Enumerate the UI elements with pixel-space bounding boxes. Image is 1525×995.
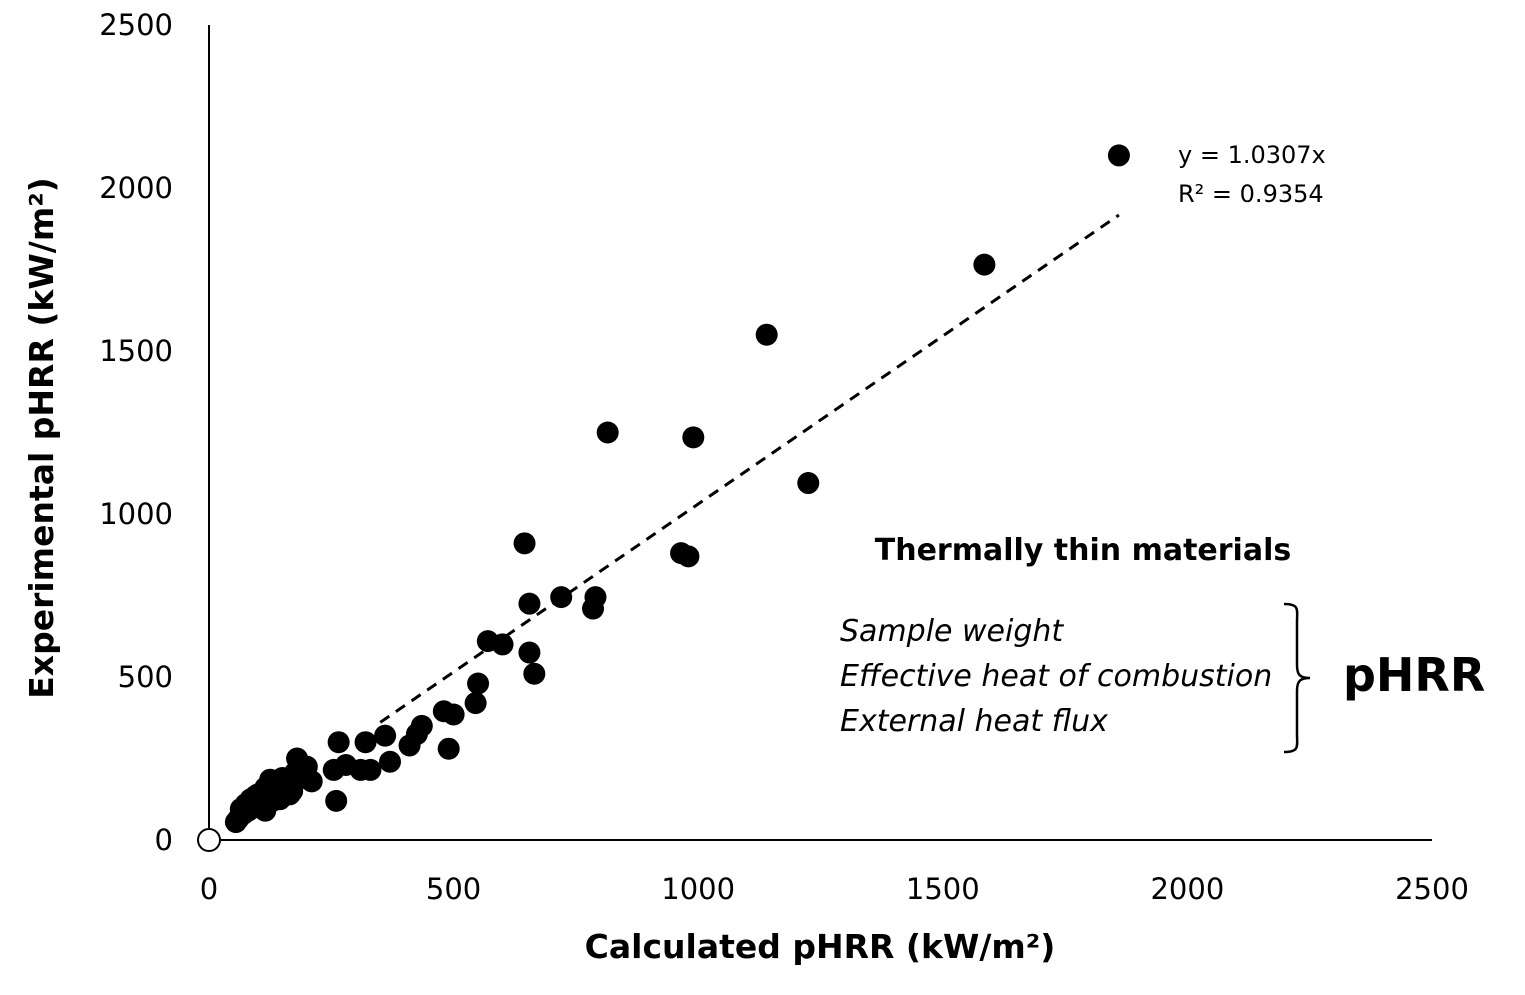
data-point bbox=[596, 421, 619, 444]
data-point bbox=[261, 789, 284, 812]
data-point bbox=[518, 592, 541, 615]
data-point bbox=[224, 811, 247, 834]
annotation-item: External heat flux bbox=[840, 704, 1108, 739]
data-point bbox=[550, 586, 573, 609]
data-point bbox=[359, 758, 382, 781]
trendline bbox=[379, 213, 1120, 724]
data-point bbox=[327, 731, 350, 754]
data-point bbox=[467, 672, 490, 695]
data-point bbox=[582, 597, 605, 620]
x-tick-label: 1500 bbox=[906, 872, 980, 906]
annotation-item: Effective heat of combustion bbox=[840, 659, 1272, 694]
y-tick-labels: 0 500 1000 1500 2000 2500 bbox=[99, 8, 173, 857]
x-tick-label: 2500 bbox=[1395, 872, 1469, 906]
annotation-title: Thermally thin materials bbox=[875, 533, 1291, 568]
data-point bbox=[325, 789, 348, 812]
annotation-item: Sample weight bbox=[840, 614, 1064, 649]
x-tick-label: 2000 bbox=[1150, 872, 1224, 906]
data-point bbox=[244, 784, 267, 807]
data-point bbox=[797, 472, 820, 495]
data-point bbox=[374, 724, 397, 747]
y-tick-label: 500 bbox=[118, 660, 173, 694]
trendline-equation: y = 1.0307x bbox=[1178, 141, 1326, 169]
origin-point bbox=[197, 828, 221, 852]
data-point bbox=[354, 731, 377, 754]
data-point bbox=[973, 253, 996, 276]
data-point bbox=[518, 641, 541, 664]
annotation-result: pHRR bbox=[1343, 648, 1485, 702]
data-points bbox=[197, 144, 1130, 852]
data-point bbox=[278, 783, 301, 806]
data-point bbox=[398, 734, 421, 757]
data-point bbox=[442, 703, 465, 726]
data-point bbox=[334, 754, 357, 777]
y-tick-label: 0 bbox=[155, 823, 173, 857]
y-axis-title: Experimental pHRR (kW/m²) bbox=[22, 177, 61, 698]
annotation-box: Thermally thin materials Sample weight E… bbox=[840, 533, 1485, 754]
x-tick-label: 0 bbox=[200, 872, 218, 906]
data-point bbox=[379, 750, 402, 773]
data-point bbox=[513, 532, 536, 555]
y-tick-label: 2000 bbox=[99, 171, 173, 205]
data-point bbox=[1107, 144, 1130, 167]
data-point bbox=[755, 323, 778, 346]
x-tick-label: 500 bbox=[426, 872, 481, 906]
y-tick-label: 2500 bbox=[99, 8, 173, 42]
data-point bbox=[288, 763, 311, 786]
y-tick-label: 1000 bbox=[99, 497, 173, 531]
data-point bbox=[682, 426, 705, 449]
data-point bbox=[491, 633, 514, 656]
trendline-r-squared: R² = 0.9354 bbox=[1178, 180, 1324, 208]
curly-brace bbox=[1283, 602, 1311, 754]
data-point bbox=[677, 545, 700, 568]
y-tick-label: 1500 bbox=[99, 334, 173, 368]
axes bbox=[208, 25, 1432, 841]
trendline-group bbox=[379, 213, 1120, 724]
data-point bbox=[437, 737, 460, 760]
data-point bbox=[523, 662, 546, 685]
x-axis-title: Calculated pHRR (kW/m²) bbox=[585, 927, 1056, 966]
x-tick-label: 1000 bbox=[661, 872, 735, 906]
x-tick-labels: 0 500 1000 1500 2000 2500 bbox=[200, 872, 1469, 906]
data-point bbox=[464, 692, 487, 715]
